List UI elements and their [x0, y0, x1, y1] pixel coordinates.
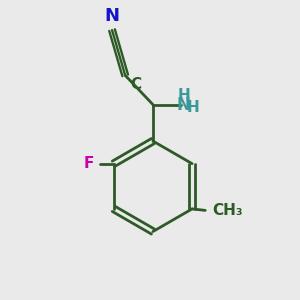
Text: N: N: [177, 96, 190, 114]
Text: CH₃: CH₃: [212, 203, 243, 218]
Text: H: H: [187, 100, 200, 115]
Text: F: F: [83, 156, 94, 171]
Text: H: H: [177, 88, 190, 103]
Text: C: C: [130, 77, 142, 92]
Text: N: N: [105, 7, 120, 25]
